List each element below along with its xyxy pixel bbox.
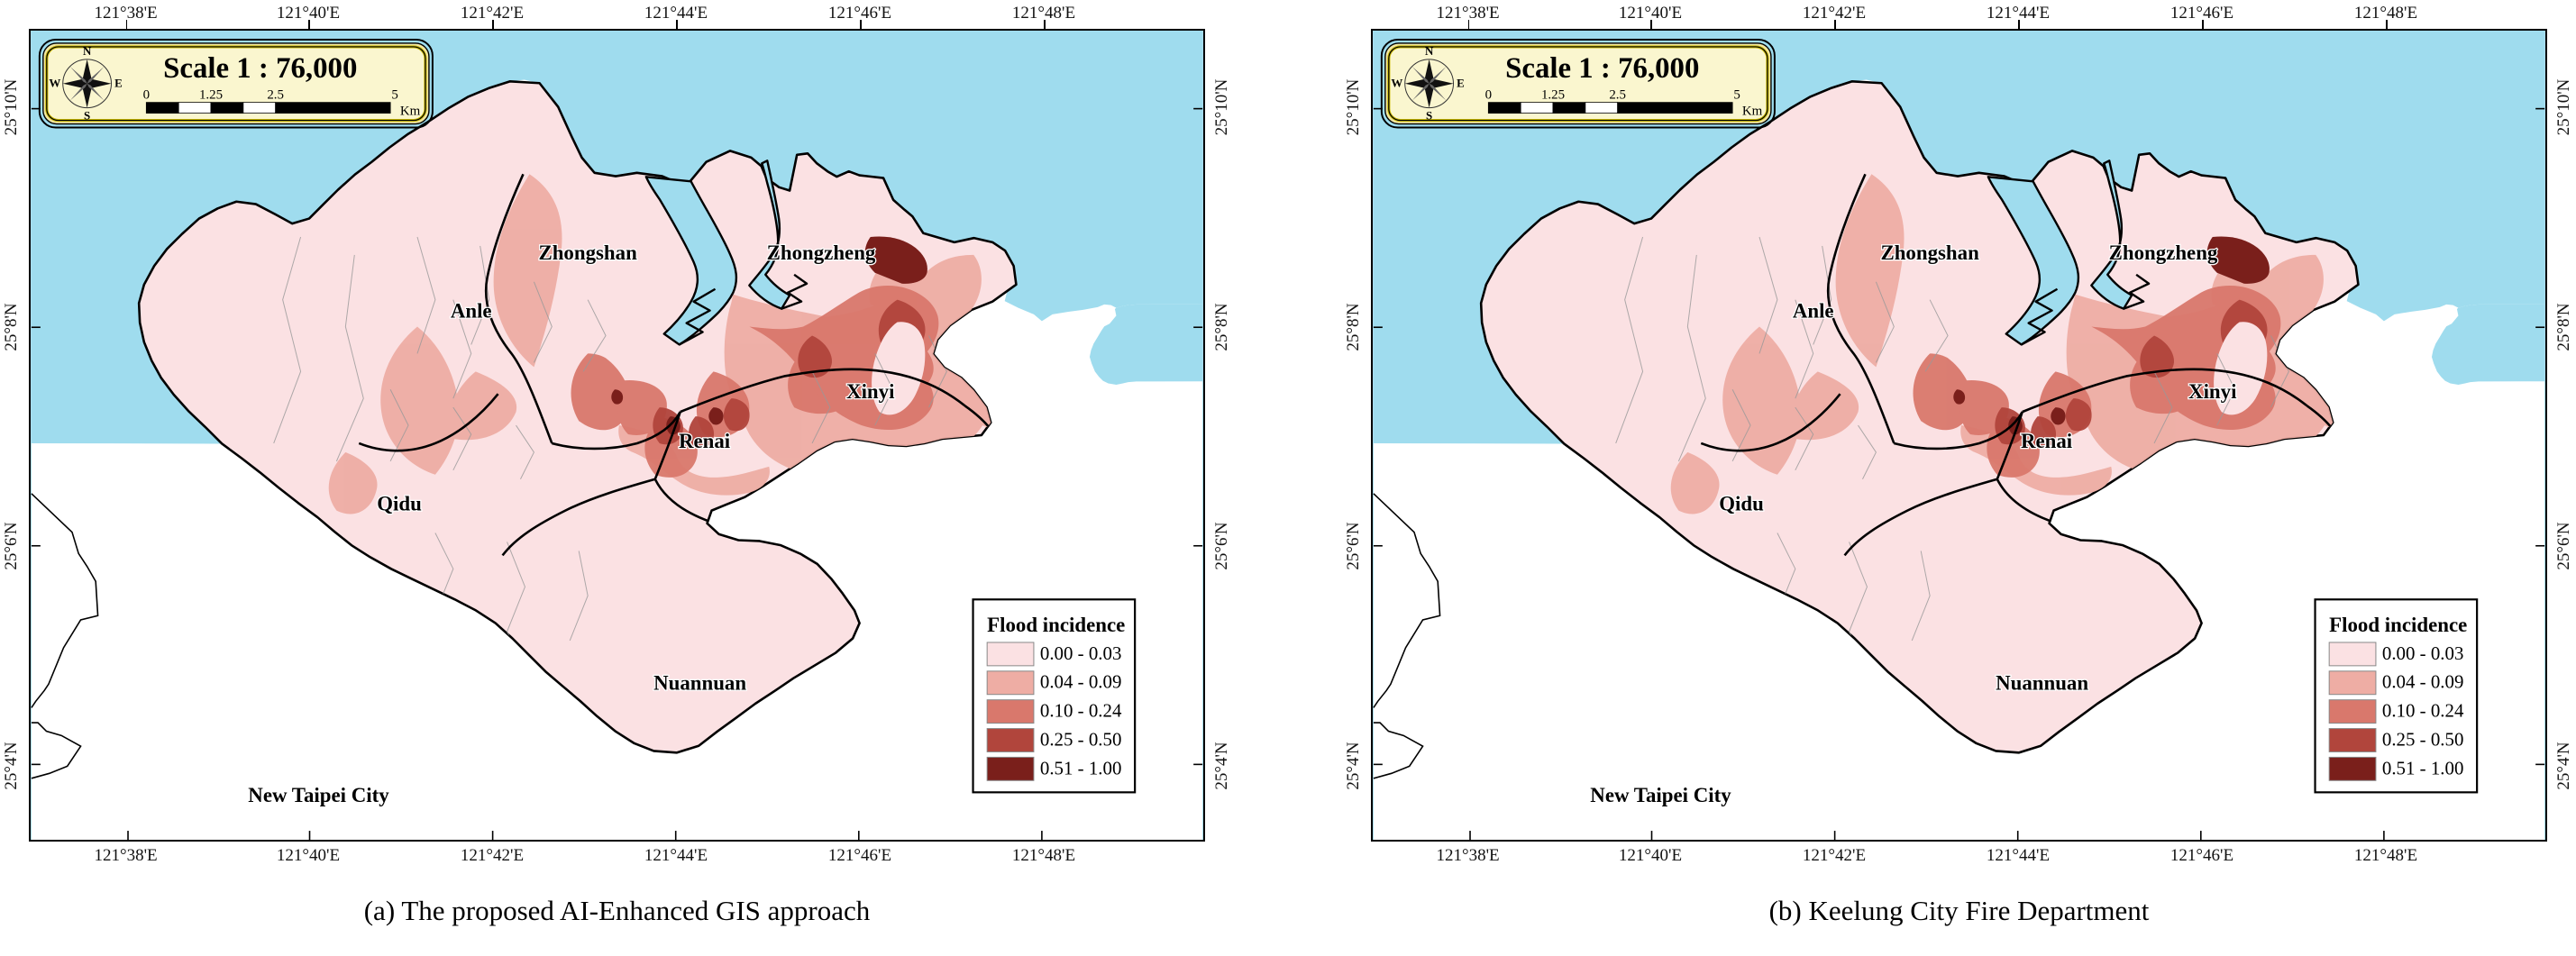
svg-text:2.5: 2.5 (1609, 88, 1626, 103)
svg-text:0.00 - 0.03: 0.00 - 0.03 (2382, 642, 2464, 664)
svg-text:0.51 - 1.00: 0.51 - 1.00 (2382, 757, 2464, 778)
svg-text:5: 5 (1733, 88, 1740, 103)
svg-text:5: 5 (391, 88, 397, 103)
svg-text:E: E (114, 77, 123, 90)
svg-text:0.25 - 0.50: 0.25 - 0.50 (1040, 728, 1122, 750)
svg-text:0.51 - 1.00: 0.51 - 1.00 (1040, 757, 1122, 778)
svg-text:0: 0 (143, 88, 150, 103)
svg-text:Flood incidence: Flood incidence (2329, 614, 2467, 636)
svg-text:Qidu: Qidu (377, 493, 422, 515)
svg-text:2.5: 2.5 (267, 88, 284, 103)
svg-text:W: W (49, 77, 60, 90)
svg-text:Km: Km (400, 105, 421, 119)
svg-text:New Taipei City: New Taipei City (1590, 784, 1731, 806)
svg-text:W: W (1391, 77, 1402, 90)
svg-text:Zhongshan: Zhongshan (1880, 241, 1979, 264)
svg-text:0: 0 (1485, 88, 1492, 103)
svg-text:Anle: Anle (1793, 300, 1834, 323)
svg-text:1.25: 1.25 (1541, 88, 1565, 103)
svg-text:S: S (1426, 109, 1432, 123)
svg-text:Zhongzheng: Zhongzheng (2109, 241, 2218, 264)
svg-text:Scale 1 : 76,000: Scale 1 : 76,000 (1505, 52, 1699, 85)
svg-text:0.04 - 0.09: 0.04 - 0.09 (1040, 671, 1122, 693)
svg-text:Nuannuan: Nuannuan (653, 672, 746, 695)
svg-text:Zhongzheng: Zhongzheng (767, 241, 876, 264)
svg-text:Renai: Renai (679, 430, 731, 452)
svg-text:1.25: 1.25 (199, 88, 223, 103)
svg-text:E: E (1457, 77, 1465, 90)
svg-text:Flood incidence: Flood incidence (987, 614, 1125, 636)
svg-text:Nuannuan: Nuannuan (1996, 672, 2088, 695)
svg-text:0.10 - 0.24: 0.10 - 0.24 (1040, 700, 1122, 722)
svg-text:N: N (1425, 44, 1434, 58)
svg-text:N: N (83, 44, 92, 58)
svg-text:0.25 - 0.50: 0.25 - 0.50 (2382, 728, 2464, 750)
svg-text:Anle: Anle (451, 300, 492, 323)
svg-text:Qidu: Qidu (1719, 493, 1764, 515)
svg-text:Xinyi: Xinyi (846, 380, 895, 403)
svg-text:Xinyi: Xinyi (2188, 380, 2237, 403)
svg-text:S: S (84, 109, 90, 123)
svg-text:0.00 - 0.03: 0.00 - 0.03 (1040, 642, 1122, 664)
svg-text:0.04 - 0.09: 0.04 - 0.09 (2382, 671, 2464, 693)
svg-text:Renai: Renai (2021, 430, 2073, 452)
svg-text:Zhongshan: Zhongshan (538, 241, 637, 264)
svg-text:0.10 - 0.24: 0.10 - 0.24 (2382, 700, 2464, 722)
svg-text:Scale 1 : 76,000: Scale 1 : 76,000 (163, 52, 357, 85)
svg-text:New Taipei City: New Taipei City (248, 784, 389, 806)
svg-text:Km: Km (1742, 105, 1763, 119)
